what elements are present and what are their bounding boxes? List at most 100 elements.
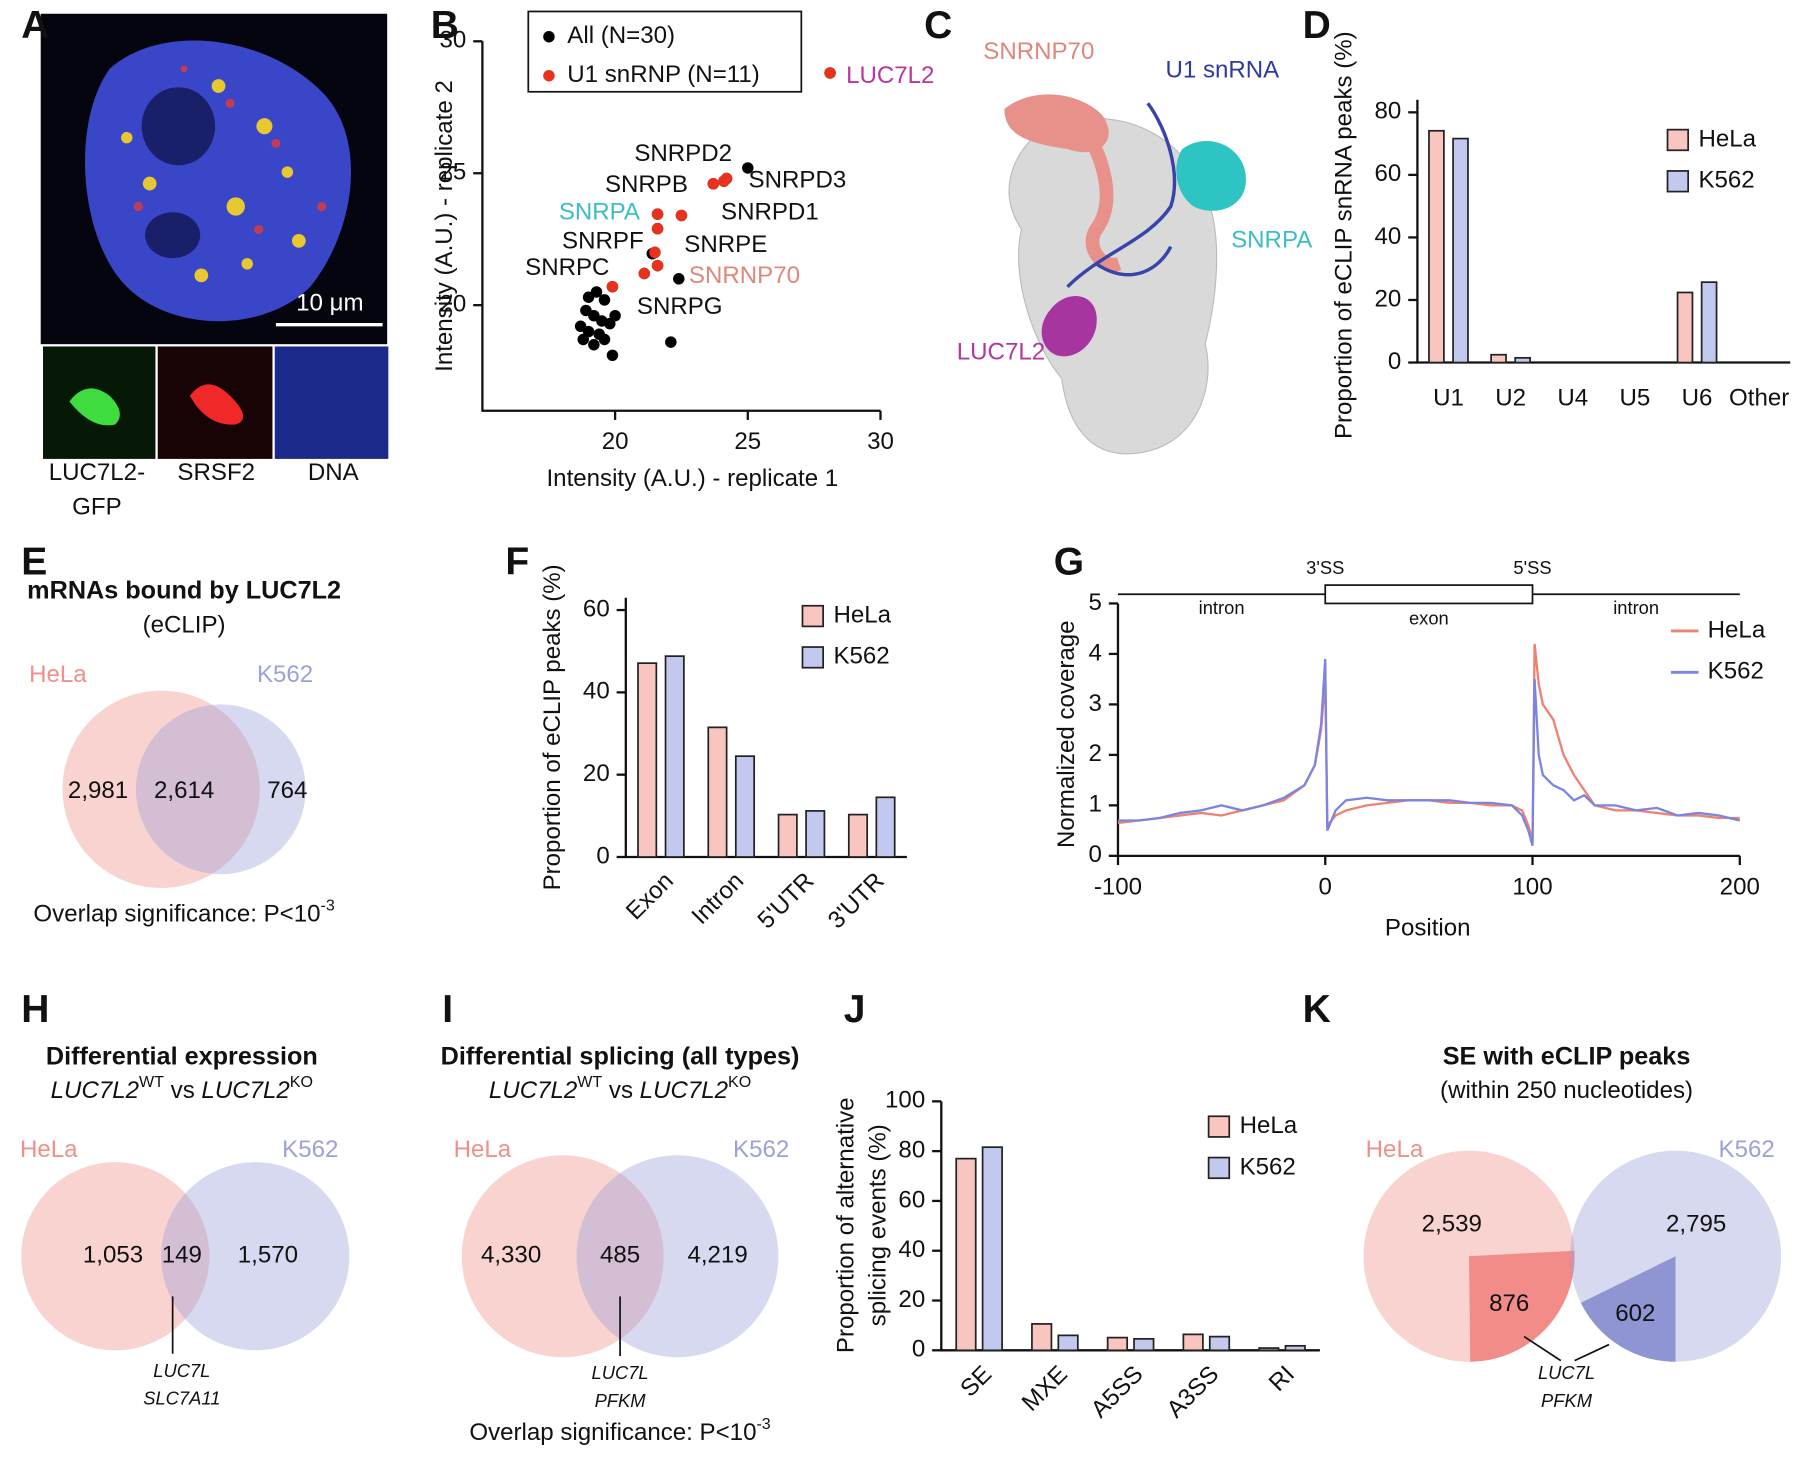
venn-count: 764 xyxy=(267,777,307,804)
set-label: K562 xyxy=(733,1136,789,1163)
y-tick-label: 60 xyxy=(898,1186,925,1213)
line xyxy=(1117,643,1740,842)
x-axis-label: Position xyxy=(1385,915,1471,942)
bar xyxy=(637,662,658,858)
x-tick-label: 100 xyxy=(1512,873,1552,900)
panel-letter: A xyxy=(21,4,49,47)
text-part: KO xyxy=(290,1073,313,1091)
bar xyxy=(664,655,685,858)
point-label: SNRPD1 xyxy=(721,199,819,226)
y-tick-label: 4 xyxy=(1089,639,1102,666)
x-tick-label: A3SS xyxy=(1162,1361,1225,1424)
channel-label: GFP xyxy=(72,494,122,521)
legend-swatch xyxy=(1666,128,1690,152)
y-tick-label: 20 xyxy=(440,291,467,318)
point xyxy=(606,280,619,293)
point xyxy=(588,339,600,351)
y-tick-label: 0 xyxy=(1388,348,1401,375)
text-part: (eCLIP) xyxy=(143,612,226,639)
microscopy-image xyxy=(40,13,389,459)
x-tick-label: 200 xyxy=(1720,873,1760,900)
legend-label: HeLa xyxy=(833,601,891,628)
point-label: SNRPB xyxy=(605,171,688,198)
venn-subtitle: LUC7L2WT vs LUC7L2KO xyxy=(51,1073,313,1104)
x-tick-label: A5SS xyxy=(1086,1361,1149,1424)
legend-label: U1 snRNP (N=11) xyxy=(567,61,759,88)
bar xyxy=(955,1157,977,1352)
x-tick-label: U2 xyxy=(1495,385,1526,412)
set-wedge xyxy=(1580,1256,1676,1362)
set-count: 2,795 xyxy=(1666,1211,1726,1238)
gene-model-label: intron xyxy=(1199,597,1245,618)
y-tick-label: 30 xyxy=(440,27,467,54)
legend-label: HeLa xyxy=(1698,125,1756,152)
point xyxy=(651,259,664,272)
point-label: SNRNP70 xyxy=(689,262,800,289)
x-tick-label: U1 xyxy=(1433,385,1464,412)
venn-count: 1,053 xyxy=(83,1242,143,1269)
bar xyxy=(777,813,798,858)
bar xyxy=(1208,1335,1231,1352)
bar xyxy=(847,813,869,858)
y-tick-label: 0 xyxy=(912,1336,925,1363)
y-axis-label: Proportion of alternative xyxy=(833,1097,860,1353)
point-label: SNRPF xyxy=(562,227,644,254)
structure-image xyxy=(1004,94,1246,455)
venn-footer: Overlap significance: P<10-3 xyxy=(469,1415,770,1446)
channel-label: SRSF2 xyxy=(177,459,255,486)
point-label: SNRPA xyxy=(559,199,641,226)
callout-label: LUC7L xyxy=(592,1362,649,1383)
structure-label: U1 snRNA xyxy=(1166,56,1281,83)
point xyxy=(720,172,733,185)
bar xyxy=(1182,1333,1204,1352)
legend-box xyxy=(527,10,803,93)
venn-circle xyxy=(461,1155,664,1358)
set-label: HeLa xyxy=(1366,1136,1424,1163)
y-tick-label: 60 xyxy=(1375,160,1402,187)
y-tick-label: 20 xyxy=(898,1286,925,1313)
venn-subtitle: (within 250 nucleotides) xyxy=(1440,1078,1693,1105)
panel-letter: G xyxy=(1054,541,1084,584)
y-tick-label: 25 xyxy=(440,159,467,186)
point xyxy=(665,336,677,348)
text-part: (within 250 nucleotides) xyxy=(1440,1078,1693,1105)
set-count: 602 xyxy=(1615,1300,1655,1327)
legend-label: K562 xyxy=(833,643,889,670)
callout-line xyxy=(1523,1335,1610,1362)
legend-label: All (N=30) xyxy=(567,22,675,49)
y-axis-label: splicing events (%) xyxy=(865,1124,892,1326)
text-part: LUC7L2 xyxy=(51,1078,140,1105)
panel-letter: J xyxy=(844,988,866,1031)
point xyxy=(675,209,688,222)
x-tick-label: RI xyxy=(1264,1361,1300,1397)
y-tick-label: 40 xyxy=(583,678,610,705)
point xyxy=(651,222,664,235)
text-part: -3 xyxy=(756,1415,770,1433)
y-tick-label: 40 xyxy=(898,1236,925,1263)
y-axis-label: Normalized coverage xyxy=(1053,620,1080,848)
bar xyxy=(1057,1334,1079,1352)
x-axis-label: Intensity (A.U.) - replicate 1 xyxy=(546,465,838,492)
legend-marker xyxy=(543,69,555,82)
x-tick-label: 25 xyxy=(734,428,761,455)
y-tick-label: 60 xyxy=(583,595,610,622)
callout-label: SLC7A11 xyxy=(143,1387,220,1408)
x-tick-label: 0 xyxy=(1319,873,1332,900)
bar xyxy=(1700,281,1718,364)
set-label: K562 xyxy=(257,661,313,688)
line xyxy=(1117,658,1741,847)
venn-count: 4,219 xyxy=(687,1242,747,1269)
venn-count: 1,570 xyxy=(238,1242,298,1269)
x-tick-label: 3'UTR xyxy=(823,867,890,934)
venn-circle xyxy=(21,1162,210,1351)
legend-swatch xyxy=(1207,1115,1231,1138)
legend-label: K562 xyxy=(1708,658,1764,685)
point xyxy=(651,208,664,220)
venn-circle xyxy=(62,690,260,888)
panel-letter: D xyxy=(1303,4,1331,47)
set-label: K562 xyxy=(1719,1136,1775,1163)
x-tick-label: Other xyxy=(1729,385,1789,412)
point-label: SNRPE xyxy=(684,231,767,258)
